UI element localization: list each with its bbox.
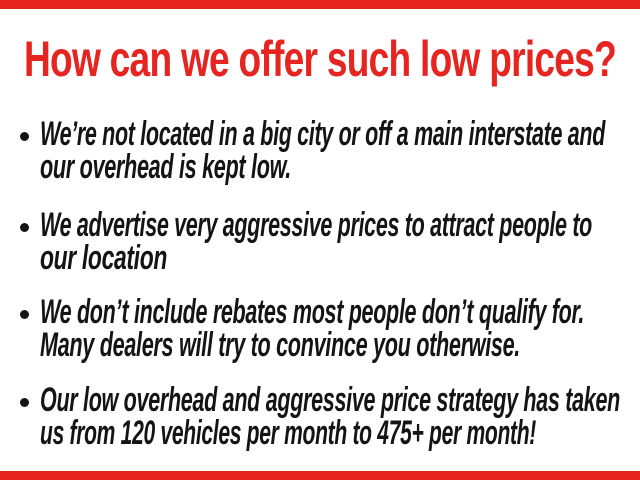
bullet-item-volume: Our low overhead and aggressive price st… [40,381,640,452]
bullet-line: We’re not located in a big city or off a… [40,115,605,153]
bullet-line: our overhead is kept low. [40,148,291,186]
bullet-line: us from 120 vehicles per month to 475+ p… [40,414,536,452]
page-title: How can we offer such low prices? [24,34,640,84]
bullet-item-rebates: We don’t include rebates most people don… [40,293,640,364]
bullet-line: Our low overhead and aggressive price st… [40,381,620,419]
bullet-dot [20,310,29,319]
bullet-dot [20,398,29,407]
bullet-line: Many dealers will try to convince you ot… [40,326,520,364]
bullet-item-location: We’re not located in a big city or off a… [40,115,640,186]
bullet-item-advertising: We advertise very aggressive prices to a… [40,206,640,277]
page-title-text: How can we offer such low prices? [24,31,617,87]
bottom-accent-bar [0,471,640,480]
bullet-line: We advertise very aggressive prices to a… [40,206,592,244]
top-accent-bar [0,0,640,9]
bullet-line: our location [40,239,167,277]
bullet-line: We don’t include rebates most people don… [40,293,584,331]
bullet-dot [20,223,29,232]
bullet-dot [20,132,29,141]
